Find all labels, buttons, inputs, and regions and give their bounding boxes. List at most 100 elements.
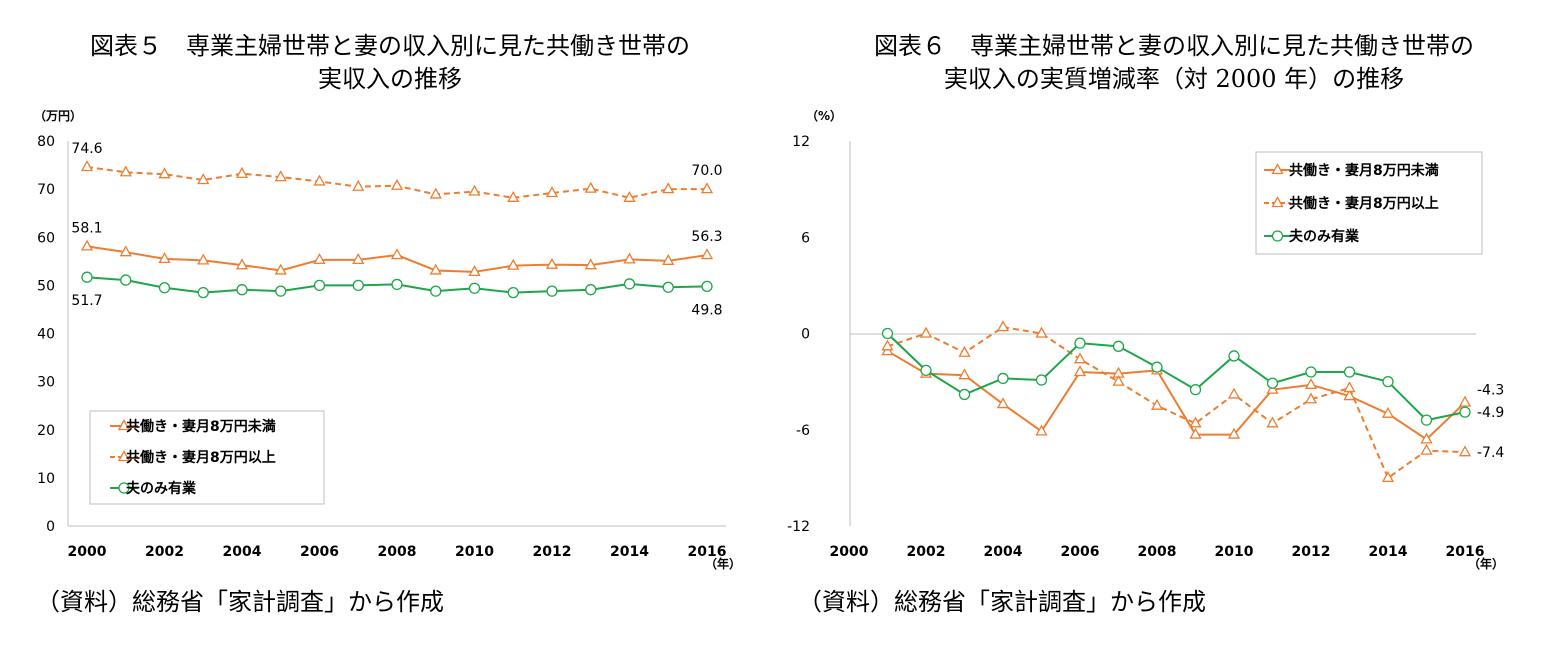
legend-swatch-marker [1271, 163, 1284, 175]
data-point [158, 252, 171, 264]
data-point [996, 397, 1010, 409]
data-point [1381, 471, 1395, 483]
data-point [662, 253, 675, 265]
line-chart-growth-rate: -12 -6 0 6 12 2000 2002 2004 2006 2008 2010 2012 201… [787, 108, 1504, 571]
legend-box [1255, 151, 1483, 255]
data-point [1227, 387, 1241, 399]
data-point [701, 280, 713, 292]
data-point [313, 174, 326, 186]
data-point [158, 167, 171, 179]
legend-swatch-marker [1271, 196, 1284, 208]
data-point [197, 253, 210, 265]
data-point [1228, 350, 1240, 362]
data-point [881, 339, 894, 351]
x-tick-label: 2004 [984, 544, 1023, 560]
y-tick-label: 10 [37, 471, 55, 487]
data-point [352, 179, 365, 191]
data-point [1458, 445, 1472, 457]
legend-swatch-marker [1271, 230, 1284, 242]
data-point [468, 265, 481, 277]
x-tick-label: 2004 [223, 544, 262, 560]
data-point [80, 160, 94, 172]
data-label: 74.6 [71, 141, 102, 157]
data-point [352, 253, 365, 265]
data-point [700, 248, 714, 260]
data-point [119, 245, 132, 257]
x-tick-label: 2016 [688, 544, 727, 560]
data-point [390, 248, 404, 260]
data-label: 58.1 [71, 220, 102, 236]
x-tick-label: 2006 [300, 544, 339, 560]
chart-title-line-2: 実収入の実質増減率（対 2000 年）の推移 [943, 65, 1405, 93]
data-point [1035, 326, 1048, 338]
data-point [1459, 406, 1471, 418]
data-point [313, 253, 326, 265]
data-point [120, 274, 132, 286]
data-point [1073, 365, 1087, 377]
data-label: -4.3 [1477, 382, 1504, 398]
y-unit-label: （%） [806, 108, 842, 123]
data-point [545, 186, 559, 198]
data-point [274, 170, 287, 182]
x-tick-label: 2010 [455, 544, 494, 560]
data-point [1189, 427, 1202, 439]
data-point [80, 239, 94, 251]
data-point [1266, 377, 1279, 389]
chart-source: （資料）総務省「家計調査」から作成 [36, 588, 444, 616]
data-point [958, 345, 971, 357]
x-tick-label: 2002 [907, 544, 946, 560]
y-tick-label: 20 [37, 423, 55, 439]
chart-panel-left: 図表５ 専業主婦世帯と妻の収入別に見た共働き世帯の 実収入の推移 0 10 20 30… [0, 0, 780, 656]
data-point [430, 285, 442, 297]
data-point [1343, 366, 1356, 378]
legend-item-label: 夫のみ有業 [1289, 228, 1360, 245]
data-point [996, 320, 1010, 332]
data-point [235, 166, 249, 178]
data-point [1073, 352, 1087, 364]
data-label: 51.7 [71, 293, 102, 309]
x-tick-label: 2008 [378, 544, 417, 560]
legend-item-label: 共働き・妻月8万円以上 [126, 449, 276, 466]
series-line-1 [886, 350, 1466, 441]
data-point [1035, 374, 1048, 386]
x-tick-label: 2014 [610, 544, 649, 560]
data-point [958, 368, 971, 380]
data-point [584, 258, 597, 270]
data-point [274, 263, 287, 275]
data-label: 49.8 [691, 302, 722, 318]
data-point [919, 326, 933, 338]
data-point [1227, 427, 1241, 439]
x-tick-label: 2002 [145, 544, 184, 560]
data-label: -7.4 [1477, 445, 1504, 461]
data-label: 56.3 [691, 229, 722, 245]
data-point [546, 285, 558, 297]
data-point [1189, 383, 1202, 396]
chart-title: 図表５ 専業主婦世帯と妻の収入別に見た共働き世帯の 実収入の推移 [0, 30, 780, 96]
data-point [507, 258, 520, 270]
y-tick-label: 80 [37, 134, 55, 150]
data-point [1305, 366, 1317, 378]
data-point [1304, 392, 1318, 404]
data-point [391, 278, 403, 291]
x-tick-label: 2000 [68, 544, 107, 560]
legend-swatch-marker [118, 482, 130, 494]
data-point [1381, 406, 1395, 418]
y-unit-label: （万円） [34, 108, 82, 123]
x-tick-label: 2012 [1292, 544, 1331, 560]
legend-item-label: 共働き・妻月8万円以上 [1289, 195, 1439, 212]
data-point [81, 271, 93, 283]
data-point [1420, 414, 1433, 426]
data-point [507, 190, 520, 202]
chart-panel-right: 図表６ 専業主婦世帯と妻の収入別に見た共働き世帯の 実収入の実質増減率（対 20… [780, 0, 1568, 656]
x-tick-label: 2014 [1369, 544, 1408, 560]
data-point [236, 284, 248, 296]
y-tick-label: 0 [801, 327, 810, 343]
x-tick-label: 2012 [533, 544, 572, 560]
legend-swatch-marker [117, 450, 131, 462]
data-point [545, 257, 559, 269]
data-point [1420, 432, 1433, 444]
legend-swatch-marker [117, 419, 131, 431]
data-point [158, 282, 171, 294]
y-tick-label: 60 [37, 230, 55, 246]
legend-item-label: 共働き・妻月8万円未満 [126, 418, 276, 435]
